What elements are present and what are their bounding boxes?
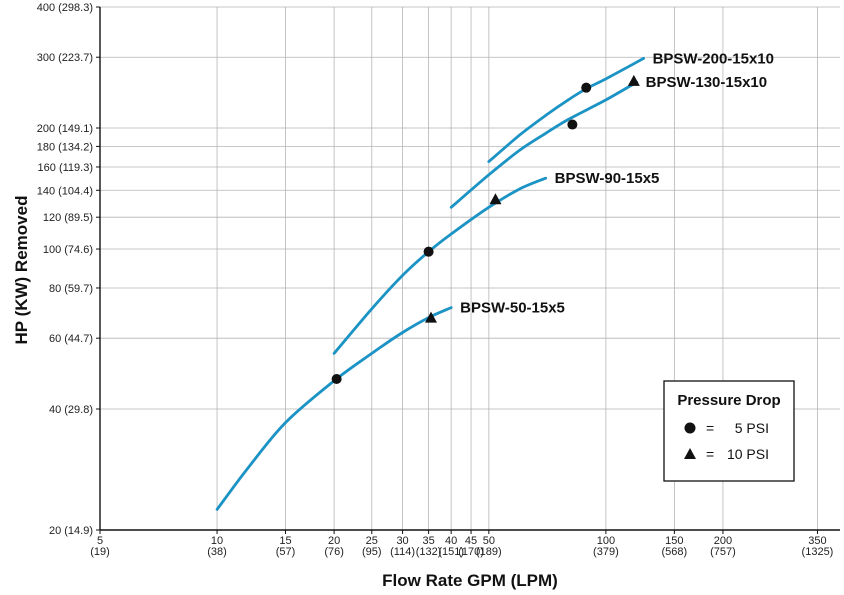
- series-line-bpsw-200-15x10: [487, 57, 645, 163]
- legend-eq-1: =: [706, 420, 714, 436]
- x-tick-sublabel: (170): [458, 546, 484, 558]
- series-label-bpsw-90-15x5: BPSW-90-15x5: [555, 170, 660, 187]
- y-tick-label: 160 (119.3): [38, 162, 93, 174]
- legend-eq-2: =: [706, 446, 714, 462]
- axis-layer: [96, 6, 840, 534]
- x-tick-sublabel: (19): [90, 546, 110, 558]
- y-axis-title: HP (KW) Removed: [12, 196, 31, 345]
- marker-triangle-bpsw-50-15x5: [425, 311, 438, 323]
- x-tick-label: 100: [597, 535, 615, 547]
- y-tick-label: 180 (134.2): [37, 141, 93, 153]
- x-tick-sublabel: (132): [416, 546, 442, 558]
- marker-circle-bpsw-130-15x10: [567, 119, 578, 130]
- x-tick-label: 30: [396, 535, 408, 547]
- x-tick-label: 150: [665, 535, 683, 547]
- marker-circle-bpsw-200-15x10: [581, 82, 592, 93]
- y-tick-label: 20 (14.9): [49, 525, 93, 537]
- marker-circle-bpsw-50-15x5: [331, 373, 342, 384]
- x-axis-title: Flow Rate GPM (LPM): [382, 571, 558, 590]
- y-tick-label: 40 (29.8): [49, 404, 93, 416]
- legend-label-5psi: 5 PSI: [735, 420, 769, 436]
- marker-circle-bpsw-90-15x5: [423, 246, 434, 257]
- y-tick-label: 120 (89.5): [43, 212, 93, 224]
- y-tick-label: 300 (223.7): [37, 52, 93, 64]
- legend-triangle-marker: [684, 448, 696, 459]
- x-tick-sublabel: (38): [207, 546, 227, 558]
- marker-triangle-bpsw-130-15x10: [627, 74, 640, 86]
- series-layer: [215, 57, 645, 511]
- y-tick-label: 100 (74.6): [43, 244, 93, 256]
- x-tick-sublabel: (1325): [802, 546, 834, 558]
- series-label-layer: BPSW-50-15x5 BPSW-90-15x5 BPSW-130-15x10 BP…: [460, 50, 774, 316]
- series-line-bpsw-50-15x5: [215, 306, 453, 511]
- x-tick-sublabel: (95): [362, 546, 382, 558]
- marker-layer: [331, 74, 640, 384]
- x-tick-label: 10: [211, 535, 223, 547]
- x-tick-sublabel: (151): [438, 546, 464, 558]
- legend-circle-marker: [684, 422, 696, 434]
- x-tick-label: 5: [97, 535, 103, 547]
- x-tick-label: 20: [328, 535, 340, 547]
- x-tick-sublabel: (568): [662, 546, 688, 558]
- x-tick-sublabel: (379): [593, 546, 619, 558]
- x-tick-label: 350: [808, 535, 826, 547]
- x-tick-label: 50: [483, 535, 495, 547]
- y-tick-label: 60 (44.7): [49, 333, 93, 345]
- series-label-bpsw-130-15x10: BPSW-130-15x10: [646, 74, 767, 91]
- y-tick-label: 400 (298.3): [37, 2, 93, 14]
- series-label-bpsw-50-15x5: BPSW-50-15x5: [460, 300, 565, 317]
- x-tick-sublabel: (76): [324, 546, 344, 558]
- x-tick-label: 45: [465, 535, 477, 547]
- x-tick-sublabel: (189): [476, 546, 502, 558]
- x-tick-label: 40: [445, 535, 457, 547]
- marker-triangle-bpsw-90-15x5: [489, 193, 502, 205]
- x-tick-label: 200: [714, 535, 732, 547]
- y-tick-label: 80 (59.7): [49, 283, 93, 295]
- x-tick-label: 15: [279, 535, 291, 547]
- x-tick-sublabel: (114): [390, 546, 415, 558]
- series-line-bpsw-130-15x10: [449, 80, 639, 209]
- y-tick-label: 140 (104.4): [37, 185, 93, 197]
- legend-label-10psi: 10 PSI: [727, 446, 769, 462]
- series-label-bpsw-200-15x10: BPSW-200-15x10: [653, 50, 774, 67]
- x-tick-label: 35: [422, 535, 434, 547]
- x-tick-sublabel: (757): [710, 546, 736, 558]
- legend-title: Pressure Drop: [677, 392, 780, 409]
- legend: Pressure Drop = 5 PSI = 10 PSI: [663, 380, 795, 482]
- series-line-bpsw-90-15x5: [332, 176, 548, 355]
- x-tick-sublabel: (57): [276, 546, 296, 558]
- y-tick-label: 200 (149.1): [37, 123, 93, 135]
- tick-label-layer: 5(19)10(38)15(57)20(76)25(95)30(114)35(1…: [37, 2, 834, 558]
- x-tick-label: 25: [366, 535, 378, 547]
